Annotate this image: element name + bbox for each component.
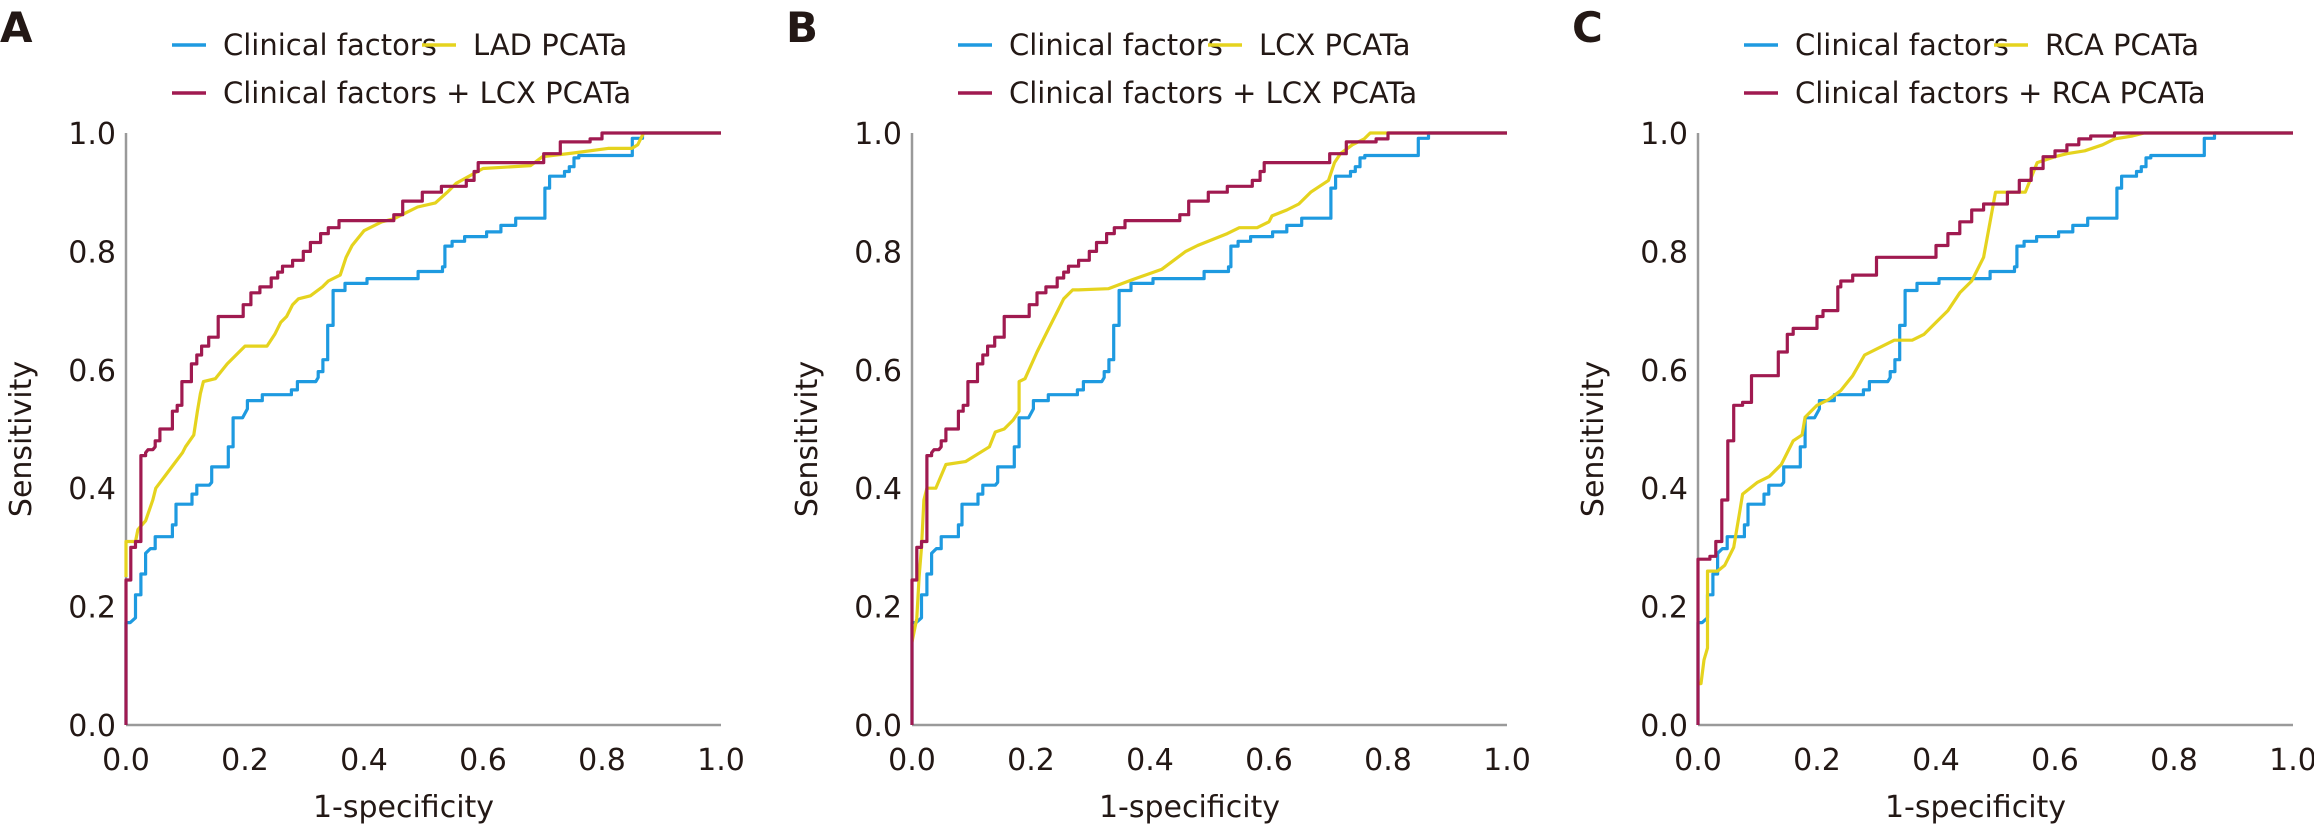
y-tick-label: 0.0 bbox=[68, 709, 116, 744]
roc-curve-clinical bbox=[124, 131, 721, 725]
y-tick-label: 0.8 bbox=[1640, 235, 1688, 270]
roc-curve-pcata bbox=[910, 131, 1507, 643]
x-axis-title: 1-specificity bbox=[313, 790, 494, 825]
y-tick-label: 0.2 bbox=[68, 591, 116, 626]
legend-label: Clinical factors + LCX PCATa bbox=[1009, 76, 1417, 110]
legend-item: Clinical factors + LCX PCATa bbox=[958, 76, 1417, 110]
x-tick-label: 0.6 bbox=[1245, 743, 1293, 778]
roc-curve-combined bbox=[124, 131, 721, 725]
legend-item: Clinical factors bbox=[172, 28, 437, 62]
panel-label: C bbox=[1572, 3, 1603, 52]
x-tick-label: 0.0 bbox=[888, 743, 936, 778]
legend: Clinical factors LAD PCATa Clinical factor… bbox=[172, 28, 631, 110]
y-tick-label: 1.0 bbox=[1640, 117, 1688, 152]
x-tick-label: 1.0 bbox=[2269, 743, 2314, 778]
legend-label: LCX PCATa bbox=[1259, 28, 1411, 62]
x-axis-title: 1-specificity bbox=[1099, 790, 1280, 825]
legend-label: RCA PCATa bbox=[2045, 28, 2199, 62]
y-tick-label: 0.6 bbox=[68, 354, 116, 389]
legend-label: Clinical factors + LCX PCATa bbox=[223, 76, 631, 110]
y-tick-label: 0.4 bbox=[68, 472, 116, 507]
y-tick-label: 0.6 bbox=[1640, 354, 1688, 389]
x-tick-label: 0.8 bbox=[578, 743, 626, 778]
panel-label: A bbox=[0, 3, 33, 52]
legend-item: Clinical factors + RCA PCATa bbox=[1744, 76, 2206, 110]
y-tick-label: 0.4 bbox=[854, 472, 902, 507]
y-tick-label: 0.8 bbox=[68, 235, 116, 270]
x-tick-label: 0.4 bbox=[1126, 743, 1174, 778]
x-tick-label: 0.6 bbox=[459, 743, 507, 778]
legend-item: LAD PCATa bbox=[422, 28, 627, 62]
legend: Clinical factors LCX PCATa Clinical factor… bbox=[958, 28, 1417, 110]
roc-curve-clinical bbox=[910, 131, 1507, 725]
y-tick-label: 1.0 bbox=[854, 117, 902, 152]
x-tick-label: 0.4 bbox=[340, 743, 388, 778]
roc-curve-pcata bbox=[124, 131, 721, 577]
legend-item: RCA PCATa bbox=[1994, 28, 2199, 62]
legend: Clinical factors RCA PCATa Clinical factor… bbox=[1744, 28, 2206, 110]
legend-label: Clinical factors bbox=[1795, 28, 2009, 62]
roc-curve-combined bbox=[910, 131, 1507, 725]
x-tick-label: 0.0 bbox=[1674, 743, 1722, 778]
legend-item: Clinical factors + LCX PCATa bbox=[172, 76, 631, 110]
legend-item: LCX PCATa bbox=[1208, 28, 1411, 62]
x-axis-title: 1-specificity bbox=[1885, 790, 2066, 825]
roc-curve-clinical bbox=[1696, 131, 2293, 725]
legend-label: LAD PCATa bbox=[473, 28, 627, 62]
y-tick-label: 1.0 bbox=[68, 117, 116, 152]
x-tick-label: 0.8 bbox=[1364, 743, 1412, 778]
x-tick-label: 0.2 bbox=[1793, 743, 1841, 778]
y-tick-label: 0.4 bbox=[1640, 472, 1688, 507]
y-tick-label: 0.6 bbox=[854, 354, 902, 389]
x-tick-label: 0.8 bbox=[2150, 743, 2198, 778]
x-tick-label: 1.0 bbox=[697, 743, 745, 778]
legend-item: Clinical factors bbox=[1744, 28, 2009, 62]
panel-label: B bbox=[786, 3, 818, 52]
x-tick-label: 0.2 bbox=[221, 743, 269, 778]
x-tick-label: 1.0 bbox=[1483, 743, 1531, 778]
y-tick-label: 0.0 bbox=[1640, 709, 1688, 744]
legend-label: Clinical factors bbox=[223, 28, 437, 62]
y-axis-title: Sensitivity bbox=[790, 361, 825, 517]
x-tick-label: 0.2 bbox=[1007, 743, 1055, 778]
y-tick-label: 0.0 bbox=[854, 709, 902, 744]
x-tick-label: 0.0 bbox=[102, 743, 150, 778]
y-tick-label: 0.2 bbox=[1640, 591, 1688, 626]
y-tick-label: 0.2 bbox=[854, 591, 902, 626]
y-axis-title: Sensitivity bbox=[4, 361, 39, 517]
legend-label: Clinical factors bbox=[1009, 28, 1223, 62]
legend-item: Clinical factors bbox=[958, 28, 1223, 62]
roc-curve-pcata bbox=[1698, 131, 2293, 686]
y-axis-title: Sensitivity bbox=[1576, 361, 1611, 517]
x-tick-label: 0.4 bbox=[1912, 743, 1960, 778]
roc-curve-combined bbox=[1696, 131, 2293, 725]
y-tick-label: 0.8 bbox=[854, 235, 902, 270]
x-tick-label: 0.6 bbox=[2031, 743, 2079, 778]
legend-label: Clinical factors + RCA PCATa bbox=[1795, 76, 2206, 110]
